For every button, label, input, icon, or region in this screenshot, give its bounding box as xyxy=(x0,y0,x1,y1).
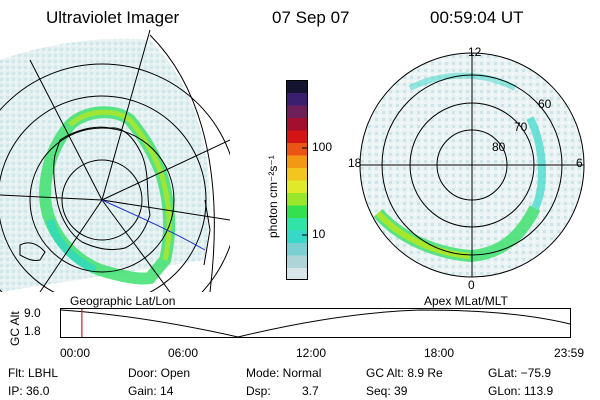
observation-date: 07 Sep 07 xyxy=(272,8,350,27)
observation-time: 00:59:04 UT xyxy=(430,8,524,27)
mlt-label-18: 18 xyxy=(348,156,362,170)
filter-readout: Flt: LBHL xyxy=(8,366,59,380)
colorbar-segment xyxy=(286,180,308,193)
satellite-track xyxy=(101,199,206,251)
colorbar-segment xyxy=(286,142,308,156)
altitude-timeline xyxy=(60,308,571,338)
mlat-label-70: 70 xyxy=(514,120,528,134)
mode-readout: Mode: Normal xyxy=(246,366,322,380)
timeline-right-title: Apex MLat/MLT xyxy=(424,294,508,308)
colorbar-segment xyxy=(286,255,308,268)
colorbar-segment xyxy=(286,80,308,93)
timeline-xtick-3: 18:00 xyxy=(424,346,455,360)
colorbar-segment xyxy=(286,92,308,106)
colorbar-segment xyxy=(286,230,308,243)
colorbar-unit-label: photon cm⁻²s⁻¹ xyxy=(266,155,280,238)
dsp-value: 3.7 xyxy=(302,384,319,398)
colorbar-segment xyxy=(286,117,308,131)
mlt-label-0: 0 xyxy=(468,278,475,292)
geographic-auroral-map xyxy=(0,30,230,292)
intensity-colorbar xyxy=(286,80,308,280)
colorbar-tick-100: 100 xyxy=(312,140,333,154)
gc-alt-readout: GC Alt: 8.9 Re xyxy=(366,366,443,380)
colorbar-segment xyxy=(286,167,308,181)
timeline-ytick-high: 9.0 xyxy=(24,306,41,320)
colorbar-segment xyxy=(286,267,308,280)
magnetic-auroral-map xyxy=(359,52,585,278)
gain-readout: Gain: 14 xyxy=(128,384,174,398)
mlt-label-6: 6 xyxy=(576,156,583,170)
ip-readout: IP: 36.0 xyxy=(8,384,50,398)
colorbar-segment xyxy=(286,192,308,206)
coastline xyxy=(53,126,151,251)
timeline-xtick-2: 12:00 xyxy=(296,346,327,360)
timeline-ytick-low: 1.8 xyxy=(24,324,41,338)
colorbar-segment xyxy=(286,242,308,256)
mlt-label-12: 12 xyxy=(468,45,482,59)
timeline-xtick-4: 23:59 xyxy=(554,346,585,360)
colorbar-segment xyxy=(286,105,308,118)
glat-readout: GLat: −75.9 xyxy=(488,366,552,380)
colorbar-segment xyxy=(286,155,308,168)
instrument-title: Ultraviolet Imager xyxy=(46,8,180,27)
colorbar-segment xyxy=(286,130,308,143)
timeline-xtick-1: 06:00 xyxy=(168,346,199,360)
colorbar-tick-10: 10 xyxy=(312,227,326,241)
mlat-label-60: 60 xyxy=(538,97,552,111)
timeline-xtick-0: 00:00 xyxy=(60,346,91,360)
glon-readout: GLon: 113.9 xyxy=(488,384,554,398)
colorbar-segment xyxy=(286,217,308,231)
seq-readout: Seq: 39 xyxy=(366,384,408,398)
timeline-axis-label: GC Alt xyxy=(8,311,22,346)
timeline-left-title: Geographic Lat/Lon xyxy=(70,294,176,308)
door-readout: Door: Open xyxy=(128,366,191,380)
colorbar-segment xyxy=(286,205,308,218)
mlat-label-80: 80 xyxy=(492,140,506,154)
altitude-curve xyxy=(60,309,571,338)
dsp-label: Dsp: xyxy=(246,384,271,398)
